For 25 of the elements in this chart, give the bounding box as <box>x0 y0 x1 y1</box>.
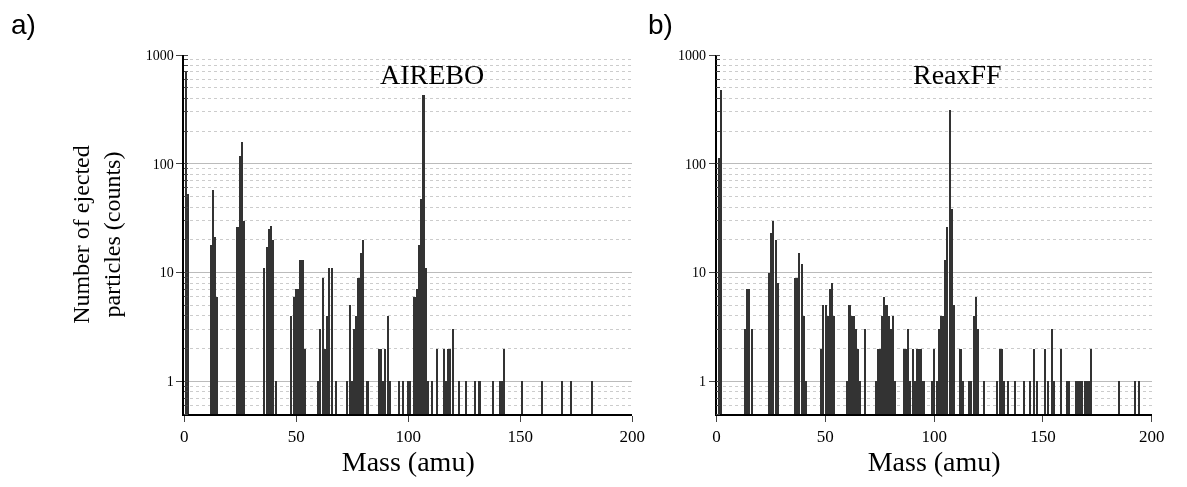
x-axis-title: Mass (amu) <box>341 446 475 478</box>
y-tick-label: 1 <box>166 374 174 390</box>
x-axis-title: Mass (amu) <box>867 446 1001 478</box>
y-tick-label: 1 <box>698 374 706 390</box>
x-tick-label: 200 <box>619 427 646 447</box>
x-tick-label: 150 <box>1030 427 1056 447</box>
x-tick-label: 200 <box>1139 427 1165 447</box>
chart-title: AIREBO <box>380 59 485 90</box>
y-tick-label: 1000 <box>677 47 706 63</box>
x-tick-label: 50 <box>287 427 305 447</box>
y-tick-label: 100 <box>684 156 706 172</box>
y-tick-label: 10 <box>159 265 174 281</box>
x-tick-label: 150 <box>507 427 534 447</box>
y-tick-label: 100 <box>152 156 174 172</box>
x-tick-label: 0 <box>712 427 721 447</box>
x-tick-label: 100 <box>395 427 421 447</box>
y-tick-label: 1000 <box>145 47 174 63</box>
chart-title: ReaxFF <box>913 59 1002 90</box>
x-tick-label: 100 <box>921 427 947 447</box>
y-tick-label: 10 <box>691 265 706 281</box>
text: a) <box>11 9 36 40</box>
y-axis-title: Number of ejected particles (counts) <box>68 145 126 324</box>
x-tick-label: 50 <box>816 427 834 447</box>
x-tick-label: 0 <box>179 427 189 447</box>
text: b) <box>648 9 673 40</box>
